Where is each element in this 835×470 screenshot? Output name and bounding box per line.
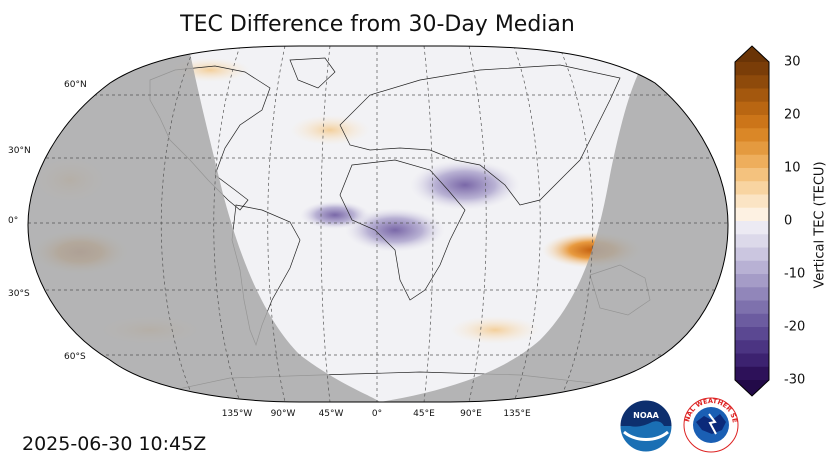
colorbar-extend-min xyxy=(735,380,769,396)
lon-label-135e: 135°E xyxy=(503,409,531,419)
lon-label-45e: 45°E xyxy=(413,409,435,419)
noaa-logo-text: NOAA xyxy=(633,411,659,420)
warm-patch-europe xyxy=(290,115,370,145)
map-title: TEC Difference from 30-Day Median xyxy=(180,12,575,37)
colorbar-band xyxy=(735,366,769,381)
colorbar-tick-label: 10 xyxy=(784,160,801,176)
nws-logo: NATIONAL WEATHER SERVICE xyxy=(682,396,739,453)
colorbar-band xyxy=(735,274,769,288)
lon-label-90e: 90°E xyxy=(460,409,482,419)
colorbar-band xyxy=(735,141,769,156)
lon-label-45w: 45°W xyxy=(318,409,344,419)
colorbar-tick-label: -10 xyxy=(784,266,806,282)
colorbar xyxy=(734,45,770,397)
lat-label-30n: 30°N xyxy=(8,146,31,156)
greenland-outline xyxy=(289,57,336,89)
colorbar-tick-label: 20 xyxy=(784,107,801,123)
graticule xyxy=(28,46,728,402)
globe-border xyxy=(27,45,729,403)
colorbar-band xyxy=(735,221,769,235)
colorbar-band xyxy=(735,260,769,275)
noaa-logo: NOAA xyxy=(619,399,673,453)
eurasia-outline xyxy=(339,64,621,206)
colorbar-band xyxy=(735,234,769,248)
colorbar-tick-label: -20 xyxy=(784,319,806,335)
colorbar-label: Vertical TEC (TECU) xyxy=(812,161,828,289)
lon-label-0: 0° xyxy=(371,409,383,419)
colorbar-band xyxy=(735,207,769,222)
colorbar-band xyxy=(735,101,769,116)
colorbar-band xyxy=(735,62,769,76)
colorbar-band xyxy=(735,88,769,103)
timestamp: 2025-06-30 10:45Z xyxy=(22,433,207,455)
lat-label-30s: 30°S xyxy=(8,289,30,299)
negative-anomaly-atlantic xyxy=(300,201,370,229)
colorbar-band xyxy=(735,353,769,368)
colorbar-band xyxy=(735,287,769,301)
colorbar-band xyxy=(735,128,769,142)
warm-patch-south-atlantic xyxy=(450,316,540,344)
colorbar-tick-label: -30 xyxy=(784,372,806,388)
colorbar-band xyxy=(735,327,769,341)
colorbar-tick-label: 0 xyxy=(784,213,793,229)
lon-label-135w: 135°W xyxy=(221,409,253,419)
colorbar-tick-label: 30 xyxy=(784,54,801,70)
lon-label-90w: 90°W xyxy=(270,409,296,419)
colorbar-band xyxy=(735,340,769,354)
lat-label-0: 0° xyxy=(8,216,19,226)
colorbar-band xyxy=(735,247,769,262)
colorbar-band xyxy=(735,313,769,328)
negative-anomaly-arabia xyxy=(410,160,520,210)
negative-anomaly-africa xyxy=(345,208,445,252)
colorbar-extend-max xyxy=(735,46,769,62)
colorbar-band xyxy=(735,194,769,209)
colorbar-band xyxy=(735,181,769,195)
colorbar-band xyxy=(735,75,769,89)
lat-label-60s: 60°S xyxy=(64,352,86,362)
colorbar-band xyxy=(735,168,769,182)
colorbar-band xyxy=(735,300,769,315)
lat-label-60n: 60°N xyxy=(64,80,87,90)
colorbar-band xyxy=(735,154,769,169)
colorbar-band xyxy=(735,115,769,129)
